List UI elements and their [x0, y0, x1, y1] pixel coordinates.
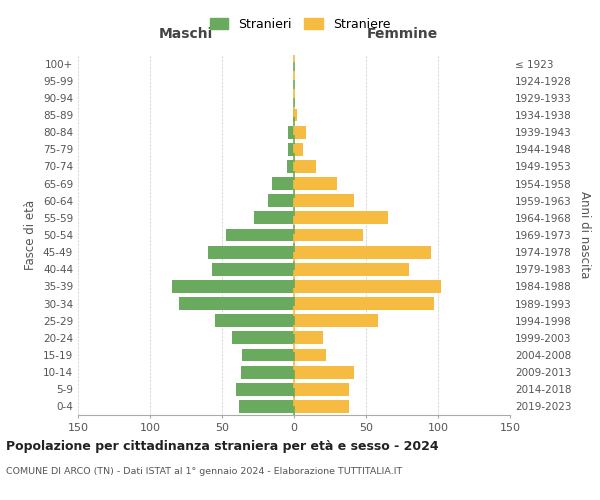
Bar [294, 126, 305, 138]
Bar [294, 400, 349, 413]
Bar [294, 263, 409, 276]
Bar [294, 366, 355, 378]
Bar [242, 348, 294, 362]
Text: COMUNE DI ARCO (TN) - Dati ISTAT al 1° gennaio 2024 - Elaborazione TUTTITALIA.IT: COMUNE DI ARCO (TN) - Dati ISTAT al 1° g… [6, 468, 402, 476]
Bar [294, 314, 377, 327]
Bar [294, 92, 295, 104]
Bar [294, 297, 434, 310]
Bar [294, 383, 349, 396]
Bar [294, 348, 326, 362]
Bar [268, 194, 294, 207]
Bar [293, 108, 294, 122]
Bar [208, 246, 294, 258]
Bar [215, 314, 294, 327]
Bar [288, 126, 294, 138]
Text: Maschi: Maschi [159, 28, 213, 42]
Bar [288, 143, 294, 156]
Bar [239, 400, 294, 413]
Bar [294, 108, 297, 122]
Bar [287, 160, 294, 173]
Bar [294, 160, 316, 173]
Bar [172, 280, 294, 293]
Bar [179, 297, 294, 310]
Bar [294, 194, 355, 207]
Bar [212, 263, 294, 276]
Bar [294, 177, 337, 190]
Bar [272, 177, 294, 190]
Bar [294, 228, 363, 241]
Y-axis label: Anni di nascita: Anni di nascita [578, 192, 591, 278]
Bar [241, 366, 294, 378]
Bar [236, 383, 294, 396]
Bar [294, 280, 441, 293]
Legend: Stranieri, Straniere: Stranieri, Straniere [206, 14, 394, 34]
Bar [294, 212, 388, 224]
Bar [232, 332, 294, 344]
Bar [294, 332, 323, 344]
Bar [294, 143, 302, 156]
Bar [254, 212, 294, 224]
Bar [226, 228, 294, 241]
Text: Femmine: Femmine [367, 28, 437, 42]
Y-axis label: Fasce di età: Fasce di età [25, 200, 37, 270]
Bar [294, 246, 431, 258]
Text: Popolazione per cittadinanza straniera per età e sesso - 2024: Popolazione per cittadinanza straniera p… [6, 440, 439, 453]
